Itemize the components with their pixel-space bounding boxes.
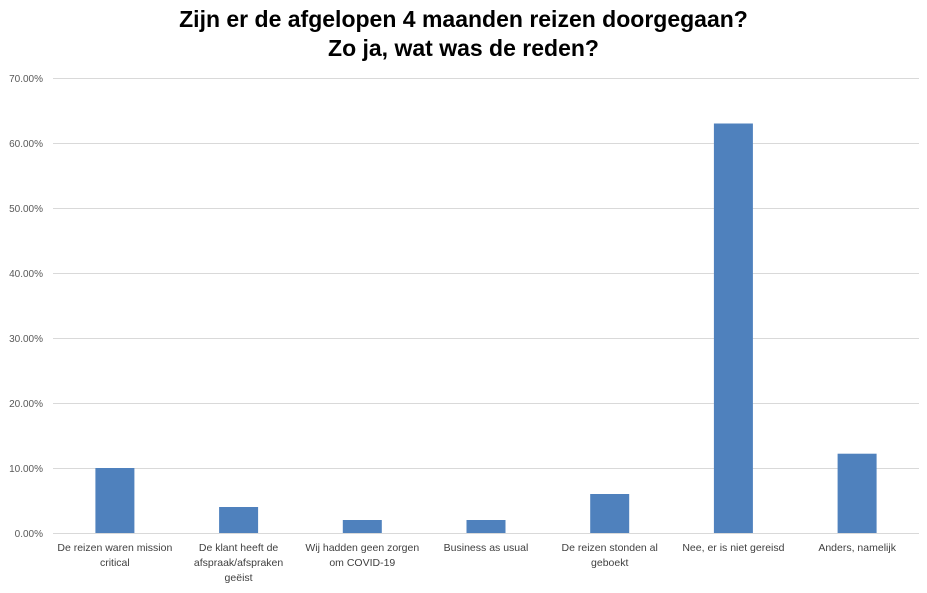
- x-category-label-line: De reizen waren mission: [57, 542, 173, 554]
- x-category-label-line: geëist: [224, 572, 253, 584]
- x-category-label: Nee, er is niet gereisd: [674, 541, 792, 556]
- y-tick-label: 60.00%: [9, 139, 43, 150]
- x-category-label-line: Nee, er is niet gereisd: [682, 542, 785, 554]
- bar: [466, 520, 506, 533]
- bar: [837, 453, 877, 533]
- y-tick-label: 30.00%: [9, 334, 43, 345]
- bar: [95, 468, 135, 533]
- bar: [219, 507, 259, 533]
- x-category-label-line: Anders, namelijk: [818, 542, 896, 554]
- x-category-label-line: afspraak/afspraken: [193, 557, 284, 569]
- x-category-label-line: om COVID-19: [329, 557, 396, 569]
- y-tick-label: 0.00%: [15, 529, 43, 540]
- x-category-label: Business as usual: [427, 541, 545, 556]
- x-category-label: De reizen stonden al geboekt: [551, 541, 669, 571]
- y-tick-label: 70.00%: [9, 74, 43, 85]
- y-tick-label: 20.00%: [9, 399, 43, 410]
- x-category-label-line: De reizen stonden al: [561, 542, 658, 554]
- bar: [342, 520, 382, 533]
- x-category-label-line: De klant heeft de: [198, 542, 279, 554]
- chart-title: Zijn er de afgelopen 4 maanden reizen do…: [0, 5, 927, 63]
- x-category-label: Wij hadden geen zorgen om COVID-19: [303, 541, 421, 571]
- x-category-label-line: Wij hadden geen zorgen: [305, 542, 420, 554]
- bar: [590, 494, 630, 533]
- bars: [95, 123, 877, 533]
- x-category-label: De reizen waren mission critical: [56, 541, 174, 571]
- y-tick-label: 10.00%: [9, 464, 43, 475]
- x-category-label: De klant heeft de afspraak/afspraken geëis…: [180, 541, 298, 586]
- x-category-label-line: Business as usual: [443, 542, 529, 554]
- chart-title-line-1: Zijn er de afgelopen 4 maanden reizen do…: [179, 6, 748, 32]
- x-category-label: Anders, namelijk: [798, 541, 916, 556]
- gridlines: [53, 78, 919, 534]
- bar: [713, 123, 753, 533]
- x-category-label-line: critical: [99, 557, 130, 569]
- y-axis-tick-labels: 0.00% 10.00% 20.00% 30.00% 40.00% 50.00% 60.00…: [9, 74, 43, 540]
- y-tick-label: 40.00%: [9, 269, 43, 280]
- chart-title-line-2: Zo ja, wat was de reden?: [328, 35, 599, 61]
- x-category-label-line: geboekt: [591, 557, 629, 569]
- y-tick-label: 50.00%: [9, 204, 43, 215]
